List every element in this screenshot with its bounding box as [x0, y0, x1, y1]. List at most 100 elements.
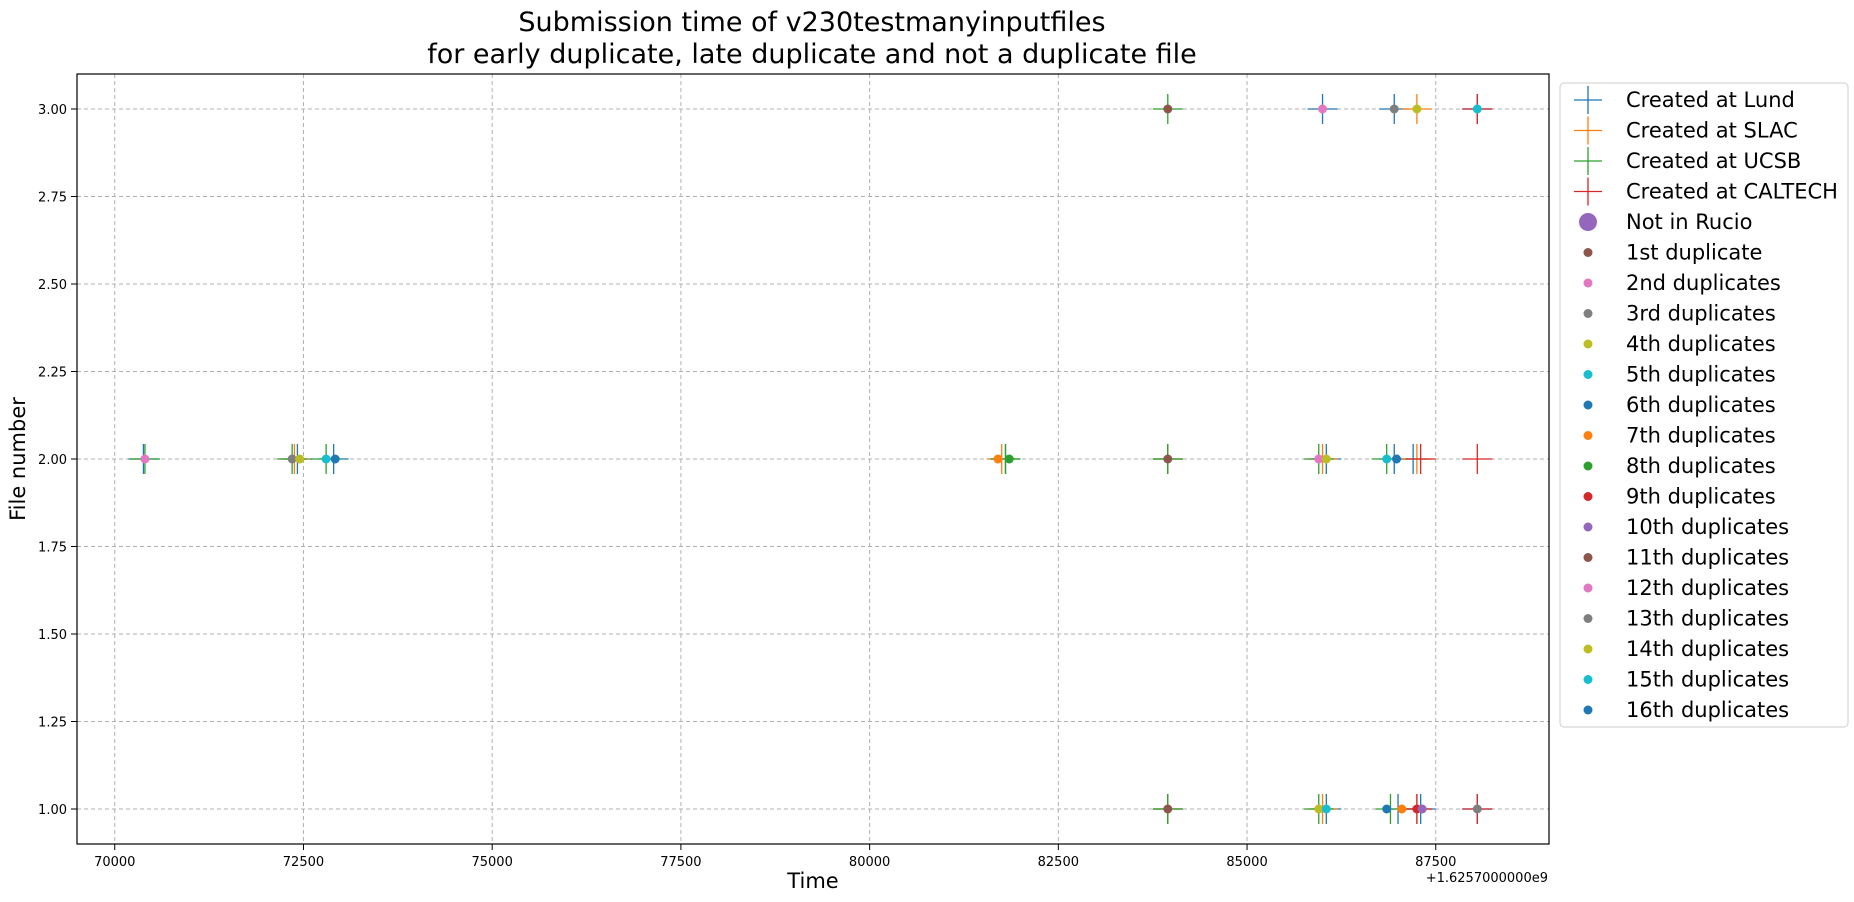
y-tick-label: 1.75 — [38, 541, 67, 556]
legend-label: 9th duplicates — [1626, 485, 1776, 509]
legend-dot-marker — [1583, 553, 1593, 562]
dot-marker — [1417, 804, 1427, 814]
legend-label: 3rd duplicates — [1626, 302, 1776, 326]
dot-marker — [1321, 804, 1331, 814]
legend-label: 12th duplicates — [1626, 576, 1789, 600]
plot-marks — [128, 94, 1493, 824]
x-tick-label: 82500 — [1038, 855, 1079, 870]
legend-label: 5th duplicates — [1626, 363, 1776, 387]
legend-dot-marker — [1583, 583, 1593, 593]
y-axis-label: File number — [6, 397, 30, 521]
series-4th-duplicates — [295, 104, 1422, 814]
series-8th-duplicates — [1004, 454, 1014, 464]
legend-label: 8th duplicates — [1626, 454, 1776, 478]
series-3rd-duplicates — [287, 104, 1399, 464]
legend-dot-marker — [1583, 431, 1593, 440]
legend-entry-3rd-duplicates: 3rd duplicates — [1583, 302, 1776, 326]
legend-dot-marker — [1583, 461, 1593, 471]
dot-marker — [1004, 454, 1014, 464]
dot-marker — [1389, 104, 1399, 114]
legend-entry-11th-duplicates: 11th duplicates — [1583, 546, 1789, 570]
legend-entry-5th-duplicates: 5th duplicates — [1583, 363, 1776, 387]
legend-dot-marker — [1583, 644, 1593, 654]
legend-entry-13th-duplicates: 13th duplicates — [1583, 607, 1789, 631]
chart-title: Submission time of v230testmanyinputfile… — [427, 7, 1197, 70]
legend-dot-marker — [1579, 213, 1597, 231]
legend-entry-created-at-slac: Created at SLAC — [1574, 116, 1798, 145]
legend-label: 15th duplicates — [1626, 668, 1789, 692]
legend-dot-marker — [1583, 522, 1593, 532]
y-tick-label: 3.00 — [38, 103, 67, 118]
x-tick-label: 75000 — [471, 855, 512, 870]
grid — [77, 74, 1549, 844]
dot-marker — [993, 454, 1003, 464]
dot-marker — [1397, 804, 1407, 814]
legend-entries: Created at Lund Created at SLAC Created at… — [1574, 86, 1838, 722]
legend-label: 6th duplicates — [1626, 393, 1776, 417]
legend-dot-marker — [1583, 278, 1593, 288]
dot-marker — [1382, 454, 1392, 464]
x-tick-label: 77500 — [660, 855, 701, 870]
legend-label: 7th duplicates — [1626, 424, 1776, 448]
legend-entry-6th-duplicates: 6th duplicates — [1583, 393, 1776, 417]
legend-entry-not-in-rucio: Not in Rucio — [1579, 210, 1752, 234]
dot-marker — [295, 454, 305, 464]
x-axis-offset-label: +1.6257000000e9 — [1426, 871, 1548, 886]
legend-entry-16th-duplicates: 16th duplicates — [1583, 698, 1789, 722]
dot-marker — [1472, 104, 1482, 114]
legend-label: 1st duplicate — [1626, 241, 1762, 265]
legend-label: Created at SLAC — [1626, 119, 1798, 143]
dot-marker — [140, 454, 150, 464]
legend-label: Created at UCSB — [1626, 149, 1801, 173]
legend-label: 14th duplicates — [1626, 637, 1789, 661]
legend-label: 11th duplicates — [1626, 546, 1789, 570]
y-tick-label: 2.75 — [38, 191, 67, 206]
x-tick-label: 80000 — [849, 855, 890, 870]
legend-entry-4th-duplicates: 4th duplicates — [1583, 332, 1776, 356]
dot-marker — [1314, 804, 1324, 814]
plus-marker — [1405, 444, 1436, 474]
chart-title-line-1: Submission time of v230testmanyinputfile… — [518, 7, 1105, 38]
dot-marker — [287, 454, 297, 464]
y-tick-label: 2.25 — [38, 366, 67, 381]
legend-entry-12th-duplicates: 12th duplicates — [1583, 576, 1789, 600]
x-axis-label: Time — [786, 869, 838, 893]
y-tick-label: 2.50 — [38, 278, 67, 293]
dot-marker — [1412, 104, 1422, 114]
legend-entry-14th-duplicates: 14th duplicates — [1583, 637, 1789, 661]
dot-marker — [1314, 454, 1324, 464]
legend-dot-marker — [1583, 339, 1593, 349]
legend-entry-created-at-lund: Created at Lund — [1574, 86, 1795, 114]
series-7th-duplicates — [993, 454, 1407, 814]
y-tick-label: 2.00 — [38, 453, 67, 468]
dot-marker — [330, 454, 340, 464]
series-created-at-caltech — [1401, 94, 1493, 824]
dot-marker — [1318, 104, 1328, 114]
legend: Created at Lund Created at SLAC Created at… — [1559, 82, 1849, 728]
dot-marker — [1321, 454, 1331, 464]
legend-dot-marker — [1583, 614, 1593, 623]
legend-label: Created at CALTECH — [1626, 180, 1838, 204]
x-tick-label: 85000 — [1226, 855, 1267, 870]
legend-label: Created at Lund — [1626, 88, 1795, 112]
legend-entry-9th-duplicates: 9th duplicates — [1583, 485, 1776, 509]
legend-entry-created-at-caltech: Created at CALTECH — [1574, 177, 1838, 206]
legend-dot-marker — [1583, 400, 1593, 410]
y-tick-label: 1.50 — [38, 628, 67, 643]
y-tick-label: 1.25 — [38, 716, 67, 731]
legend-entry-1st-duplicate: 1st duplicate — [1583, 241, 1762, 265]
series-13th-duplicates — [1472, 804, 1482, 814]
series-1st-duplicate — [1163, 104, 1173, 814]
legend-entry-2nd-duplicates: 2nd duplicates — [1583, 271, 1781, 295]
x-tick-label: 87500 — [1415, 855, 1456, 870]
legend-entry-10th-duplicates: 10th duplicates — [1583, 515, 1789, 539]
dot-marker — [1382, 804, 1392, 814]
legend-label: 10th duplicates — [1626, 515, 1789, 539]
y-axis-ticks: 1.00 1.25 1.50 1.75 2.00 2.25 2.50 2.75 3.00 — [38, 103, 77, 818]
legend-label: 16th duplicates — [1626, 698, 1789, 722]
legend-dot-marker — [1583, 675, 1593, 684]
dot-marker — [1163, 804, 1173, 814]
dot-marker — [1392, 454, 1402, 464]
legend-entry-7th-duplicates: 7th duplicates — [1583, 424, 1776, 448]
